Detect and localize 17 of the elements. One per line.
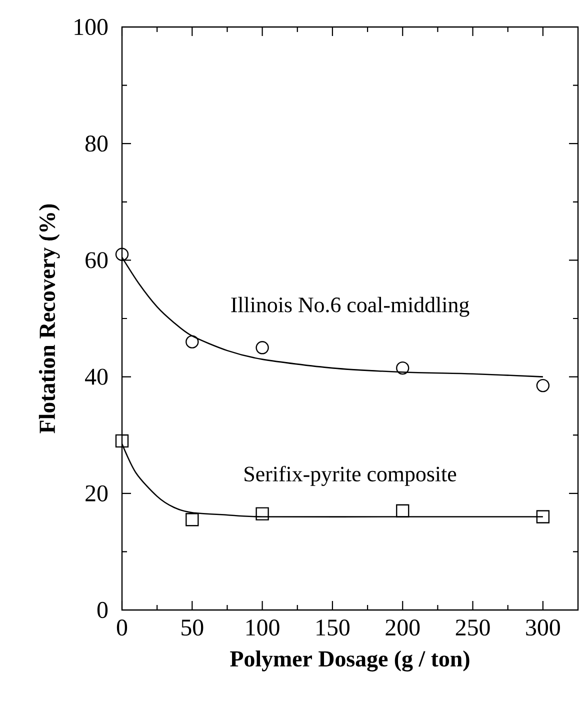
y-tick-label: 40 [85, 368, 108, 385]
y-axis-title: Flotation Recovery (%) [38, 204, 60, 434]
annotation: Illinois No.6 coal-middling [231, 296, 470, 317]
x-axis-title: Polymer Dosage (g / ton) [230, 650, 470, 672]
x-tick-label: 300 [526, 620, 560, 636]
y-tick-label: 100 [74, 18, 108, 36]
x-tick-label: 150 [316, 620, 350, 636]
y-tick-label: 20 [86, 485, 108, 502]
x-tick-label: 100 [246, 620, 280, 636]
y-tick-label: 80 [85, 136, 108, 152]
y-tick-label: 60 [86, 252, 108, 268]
y-tick-label: 0 [97, 602, 108, 618]
annotation: Serifix-pyrite composite [244, 466, 456, 486]
x-tick-label: 0 [116, 620, 128, 636]
x-tick-label: 50 [182, 620, 204, 636]
x-tick-label: 200 [386, 620, 420, 636]
x-tick-label: 250 [456, 620, 490, 636]
